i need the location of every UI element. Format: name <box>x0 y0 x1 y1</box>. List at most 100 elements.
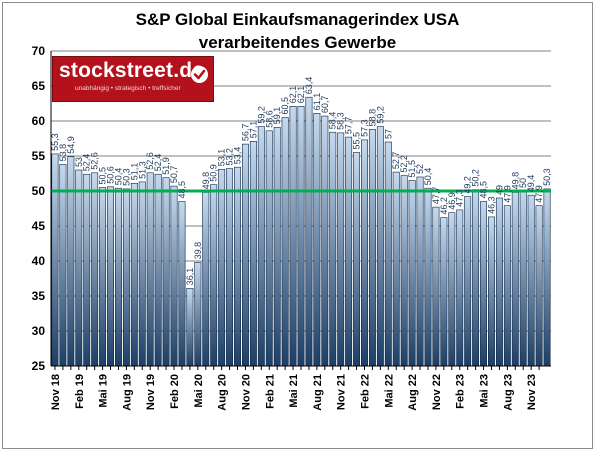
data-label: 53,4 <box>233 147 243 165</box>
x-tick-label: Mai 20 <box>193 374 205 408</box>
x-tick-label: Nov 21 <box>336 374 348 410</box>
data-label: 46,9 <box>447 192 457 210</box>
bar <box>416 176 424 367</box>
bar <box>154 173 162 367</box>
data-label: 56,7 <box>240 124 250 142</box>
bar <box>519 190 527 367</box>
bar <box>432 206 440 367</box>
data-label: 55,3 <box>50 133 60 151</box>
data-label: 51,9 <box>161 157 171 175</box>
data-label: 62,1 <box>296 86 306 104</box>
bar <box>456 209 464 367</box>
bar <box>527 194 535 367</box>
bar <box>464 196 472 367</box>
bar <box>122 188 130 367</box>
bar <box>226 168 234 367</box>
x-tick-label: Nov 22 <box>431 374 443 410</box>
bar <box>162 177 170 367</box>
stockstreet-logo: stockstreet.de unabhängig • strategisch … <box>52 56 214 102</box>
bar <box>376 126 384 367</box>
data-label: 48,5 <box>479 181 489 199</box>
data-label: 52,6 <box>90 152 100 170</box>
data-label: 52,4 <box>82 154 92 172</box>
bar <box>384 141 392 367</box>
bar <box>107 186 114 367</box>
data-label: 53,2 <box>225 148 235 166</box>
data-label: 47,3 <box>455 189 465 207</box>
chart-title: S&P Global Einkaufsmanagerindex USA vera… <box>0 8 595 54</box>
chart-title-line2: verarbeitendes Gewerbe <box>198 33 397 52</box>
x-tick-label: Feb 23 <box>455 374 467 409</box>
data-label: 55,5 <box>352 132 362 150</box>
x-tick-label: Aug 21 <box>312 374 324 411</box>
bar <box>408 180 416 367</box>
bar <box>503 205 511 367</box>
bar <box>361 139 368 367</box>
data-label: 52 <box>415 164 425 174</box>
chart-title-line1: S&P Global Einkaufsmanagerindex USA <box>135 10 460 29</box>
data-label: 50,2 <box>471 169 481 187</box>
bar <box>535 205 543 367</box>
bar <box>257 126 265 367</box>
y-tick-label: 55 <box>32 149 46 163</box>
data-label: 57,1 <box>248 121 258 139</box>
data-label: 47,9 <box>534 185 544 203</box>
data-label: 53,1 <box>217 149 227 167</box>
bar <box>488 216 495 367</box>
y-tick-label: 65 <box>32 79 46 93</box>
bar <box>59 164 67 367</box>
data-label: 49,8 <box>201 172 211 190</box>
bar <box>448 212 456 367</box>
bar <box>424 187 432 367</box>
x-tick-label: Feb 22 <box>359 374 371 409</box>
bar <box>241 143 249 367</box>
bar <box>67 156 75 367</box>
bar <box>392 171 400 367</box>
y-tick-label: 40 <box>32 254 46 268</box>
bar <box>480 201 488 367</box>
data-label: 60,5 <box>280 97 290 115</box>
bar <box>273 127 281 367</box>
data-label: 57 <box>383 129 393 139</box>
bar <box>329 131 337 367</box>
bar <box>511 192 519 367</box>
bar <box>138 181 146 367</box>
data-label: 63,4 <box>304 77 314 95</box>
x-tick-label: Nov 18 <box>50 374 62 410</box>
bar <box>353 152 361 367</box>
data-label: 36,1 <box>185 268 195 286</box>
bar <box>114 187 122 367</box>
data-label: 46,3 <box>486 196 496 214</box>
bar <box>543 188 551 367</box>
y-tick-label: 45 <box>32 219 46 233</box>
data-label: 57,7 <box>344 117 354 135</box>
y-tick-label: 50 <box>32 184 46 198</box>
data-label: 53 <box>74 157 84 167</box>
data-label: 60,7 <box>320 96 330 114</box>
bar <box>170 185 178 367</box>
bar <box>210 184 218 367</box>
data-label: 51,1 <box>129 163 139 181</box>
data-label: 50,4 <box>423 168 433 186</box>
bar <box>265 130 273 367</box>
x-tick-label: Mai 22 <box>383 374 395 408</box>
data-label: 58,3 <box>336 112 346 130</box>
data-label: 62,1 <box>288 86 298 104</box>
data-label: 59,2 <box>256 106 266 124</box>
data-label: 46,2 <box>439 197 449 215</box>
bar <box>368 129 376 367</box>
data-label: 50,6 <box>106 166 116 184</box>
bar <box>305 96 313 367</box>
x-tick-label: Nov 19 <box>145 374 157 410</box>
y-tick-label: 35 <box>32 289 46 303</box>
bar <box>51 153 59 367</box>
bar <box>297 106 305 367</box>
logo-tagline: unabhängig • strategisch • treffsicher <box>75 85 181 92</box>
bar <box>249 141 257 367</box>
x-tick-label: Aug 19 <box>121 374 133 411</box>
bar <box>281 117 289 367</box>
bar <box>99 187 107 367</box>
data-label: 47,7 <box>431 187 441 205</box>
bar <box>400 175 408 367</box>
